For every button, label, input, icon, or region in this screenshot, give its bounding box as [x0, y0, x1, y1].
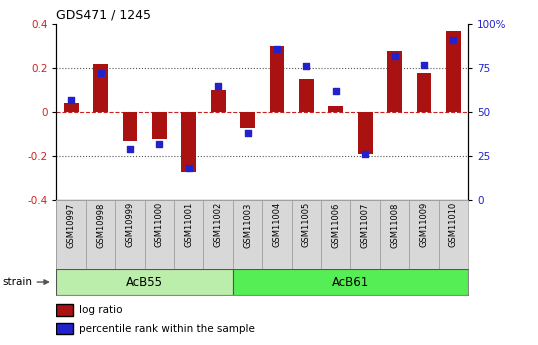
FancyBboxPatch shape — [409, 200, 438, 269]
Text: GSM10997: GSM10997 — [67, 202, 76, 248]
Bar — [181, 112, 196, 171]
Point — [155, 141, 164, 147]
Text: GDS471 / 1245: GDS471 / 1245 — [56, 9, 152, 22]
Text: GSM10999: GSM10999 — [125, 202, 134, 247]
Text: strain: strain — [3, 277, 33, 287]
Bar — [211, 90, 225, 112]
Point — [67, 97, 75, 102]
Text: AcB55: AcB55 — [126, 276, 163, 288]
Bar — [299, 79, 314, 112]
Bar — [152, 112, 167, 138]
FancyBboxPatch shape — [203, 200, 233, 269]
FancyBboxPatch shape — [350, 200, 380, 269]
Bar — [64, 104, 79, 112]
FancyBboxPatch shape — [86, 200, 115, 269]
Point — [449, 37, 458, 43]
Bar — [416, 72, 431, 112]
FancyBboxPatch shape — [56, 323, 73, 335]
Text: GSM11001: GSM11001 — [185, 202, 193, 247]
FancyBboxPatch shape — [56, 269, 233, 295]
Bar — [270, 46, 284, 112]
Point — [331, 88, 340, 94]
FancyBboxPatch shape — [438, 200, 468, 269]
Text: GSM10998: GSM10998 — [96, 202, 105, 248]
FancyBboxPatch shape — [292, 200, 321, 269]
Text: percentile rank within the sample: percentile rank within the sample — [79, 324, 255, 334]
Point — [96, 71, 105, 76]
Point — [243, 130, 252, 136]
FancyBboxPatch shape — [321, 200, 350, 269]
Text: log ratio: log ratio — [79, 305, 123, 315]
FancyBboxPatch shape — [56, 304, 73, 316]
Text: GSM11008: GSM11008 — [390, 202, 399, 248]
Bar — [93, 64, 108, 112]
Text: GSM11005: GSM11005 — [302, 202, 311, 247]
Bar — [123, 112, 137, 141]
Point — [302, 63, 310, 69]
Point — [273, 46, 281, 51]
FancyBboxPatch shape — [174, 200, 203, 269]
Text: GSM11010: GSM11010 — [449, 202, 458, 247]
FancyBboxPatch shape — [115, 200, 145, 269]
Text: GSM11000: GSM11000 — [155, 202, 164, 247]
FancyBboxPatch shape — [380, 200, 409, 269]
Text: GSM11003: GSM11003 — [243, 202, 252, 248]
Bar — [358, 112, 372, 154]
Point — [214, 83, 223, 89]
Point — [361, 151, 370, 157]
Point — [420, 62, 428, 67]
Text: GSM11004: GSM11004 — [272, 202, 281, 247]
Bar — [446, 31, 461, 112]
FancyBboxPatch shape — [56, 200, 86, 269]
FancyBboxPatch shape — [233, 200, 262, 269]
Bar — [240, 112, 255, 128]
Point — [390, 53, 399, 59]
Text: GSM11002: GSM11002 — [214, 202, 223, 247]
FancyBboxPatch shape — [262, 200, 292, 269]
Point — [185, 166, 193, 171]
Text: GSM11006: GSM11006 — [331, 202, 340, 248]
Bar — [387, 51, 402, 112]
FancyBboxPatch shape — [233, 269, 468, 295]
Bar — [328, 106, 343, 112]
Text: GSM11007: GSM11007 — [360, 202, 370, 248]
Point — [126, 146, 134, 152]
FancyBboxPatch shape — [145, 200, 174, 269]
Text: AcB61: AcB61 — [332, 276, 369, 288]
Text: GSM11009: GSM11009 — [420, 202, 428, 247]
